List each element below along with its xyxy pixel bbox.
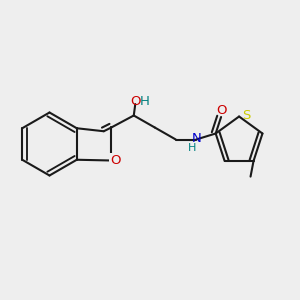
- Text: S: S: [242, 109, 251, 122]
- Text: O: O: [110, 154, 120, 167]
- Text: H: H: [188, 143, 196, 153]
- Text: O: O: [216, 104, 226, 117]
- Text: O: O: [130, 95, 140, 109]
- Text: H: H: [140, 95, 150, 109]
- Text: N: N: [191, 131, 201, 145]
